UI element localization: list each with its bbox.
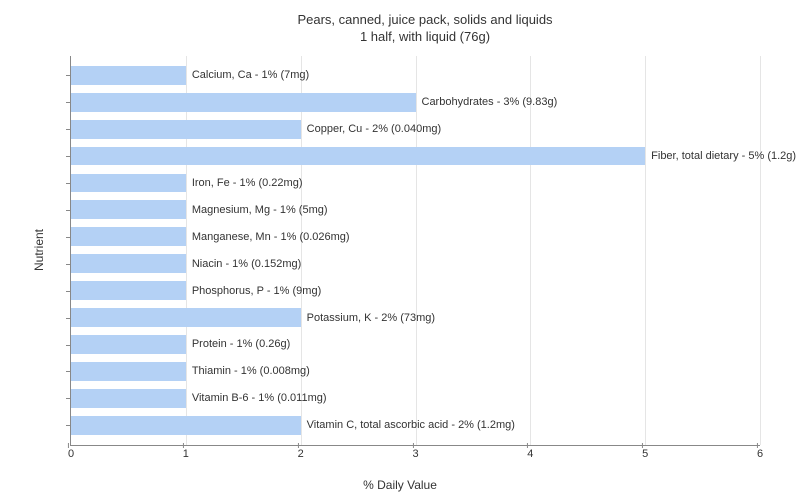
bar-label: Vitamin B-6 - 1% (0.011mg)	[186, 392, 327, 404]
bar-label: Protein - 1% (0.26g)	[186, 338, 290, 350]
x-tick-label: 4	[527, 448, 533, 460]
bar-row: Protein - 1% (0.26g)	[71, 331, 760, 358]
nutrient-chart: Pears, canned, juice pack, solids and li…	[0, 0, 800, 500]
bar-row: Phosphorus, P - 1% (9mg)	[71, 277, 760, 304]
bar: Vitamin C, total ascorbic acid - 2% (1.2…	[71, 416, 301, 435]
bars-group: Calcium, Ca - 1% (7mg) Carbohydrates - 3%…	[71, 56, 760, 445]
bar: Copper, Cu - 2% (0.040mg)	[71, 120, 301, 139]
gridline	[760, 56, 761, 445]
bar-label: Manganese, Mn - 1% (0.026mg)	[186, 231, 350, 243]
bar-label: Potassium, K - 2% (73mg)	[301, 312, 435, 324]
y-tick-mark	[66, 102, 71, 103]
bar: Vitamin B-6 - 1% (0.011mg)	[71, 389, 186, 408]
bar: Thiamin - 1% (0.008mg)	[71, 362, 186, 381]
y-tick-mark	[66, 129, 71, 130]
x-tick-label: 0	[68, 448, 74, 460]
bar-label: Fiber, total dietary - 5% (1.2g)	[645, 150, 796, 162]
y-tick-mark	[66, 398, 71, 399]
bar-row: Copper, Cu - 2% (0.040mg)	[71, 116, 760, 143]
bar-row: Iron, Fe - 1% (0.22mg)	[71, 169, 760, 196]
x-axis-label: % Daily Value	[363, 478, 437, 492]
y-tick-mark	[66, 264, 71, 265]
y-tick-mark	[66, 291, 71, 292]
bar-label: Vitamin C, total ascorbic acid - 2% (1.2…	[301, 419, 515, 431]
y-tick-mark	[66, 425, 71, 426]
bar-label: Calcium, Ca - 1% (7mg)	[186, 69, 309, 81]
x-tick-label: 3	[412, 448, 418, 460]
chart-title: Pears, canned, juice pack, solids and li…	[70, 12, 780, 46]
bar-row: Calcium, Ca - 1% (7mg)	[71, 62, 760, 89]
bar: Fiber, total dietary - 5% (1.2g)	[71, 147, 645, 166]
bar-label: Phosphorus, P - 1% (9mg)	[186, 285, 321, 297]
bar-row: Magnesium, Mg - 1% (5mg)	[71, 196, 760, 223]
x-tick-label: 1	[183, 448, 189, 460]
bar-row: Manganese, Mn - 1% (0.026mg)	[71, 223, 760, 250]
bar-row: Vitamin C, total ascorbic acid - 2% (1.2…	[71, 412, 760, 439]
y-tick-mark	[66, 75, 71, 76]
x-tick-label: 2	[298, 448, 304, 460]
bar-row: Thiamin - 1% (0.008mg)	[71, 358, 760, 385]
bar: Calcium, Ca - 1% (7mg)	[71, 66, 186, 85]
bar: Niacin - 1% (0.152mg)	[71, 254, 186, 273]
bar: Magnesium, Mg - 1% (5mg)	[71, 200, 186, 219]
bar-label: Copper, Cu - 2% (0.040mg)	[301, 123, 442, 135]
bar-row: Vitamin B-6 - 1% (0.011mg)	[71, 385, 760, 412]
y-tick-mark	[66, 210, 71, 211]
y-tick-mark	[66, 371, 71, 372]
bar: Manganese, Mn - 1% (0.026mg)	[71, 227, 186, 246]
bar-row: Potassium, K - 2% (73mg)	[71, 304, 760, 331]
y-tick-mark	[66, 156, 71, 157]
bar: Iron, Fe - 1% (0.22mg)	[71, 174, 186, 193]
bar-label: Thiamin - 1% (0.008mg)	[186, 365, 310, 377]
y-tick-mark	[66, 345, 71, 346]
y-tick-mark	[66, 237, 71, 238]
chart-title-line2: 1 half, with liquid (76g)	[70, 29, 780, 46]
bar-label: Niacin - 1% (0.152mg)	[186, 258, 301, 270]
bar: Phosphorus, P - 1% (9mg)	[71, 281, 186, 300]
bar-row: Niacin - 1% (0.152mg)	[71, 250, 760, 277]
bar: Potassium, K - 2% (73mg)	[71, 308, 301, 327]
bar-label: Iron, Fe - 1% (0.22mg)	[186, 177, 303, 189]
x-ticks: 0 1 2 3 4 5 6	[71, 445, 760, 465]
plot-area: Calcium, Ca - 1% (7mg) Carbohydrates - 3%…	[70, 56, 760, 446]
bar-label: Magnesium, Mg - 1% (5mg)	[186, 204, 328, 216]
chart-title-line1: Pears, canned, juice pack, solids and li…	[70, 12, 780, 29]
x-tick-label: 6	[757, 448, 763, 460]
bar-row: Fiber, total dietary - 5% (1.2g)	[71, 143, 760, 170]
bar-row: Carbohydrates - 3% (9.83g)	[71, 89, 760, 116]
x-tick-label: 5	[642, 448, 648, 460]
bar: Carbohydrates - 3% (9.83g)	[71, 93, 416, 112]
y-axis-label: Nutrient	[32, 229, 46, 271]
y-tick-mark	[66, 318, 71, 319]
bar-label: Carbohydrates - 3% (9.83g)	[416, 96, 558, 108]
y-tick-mark	[66, 183, 71, 184]
bar: Protein - 1% (0.26g)	[71, 335, 186, 354]
